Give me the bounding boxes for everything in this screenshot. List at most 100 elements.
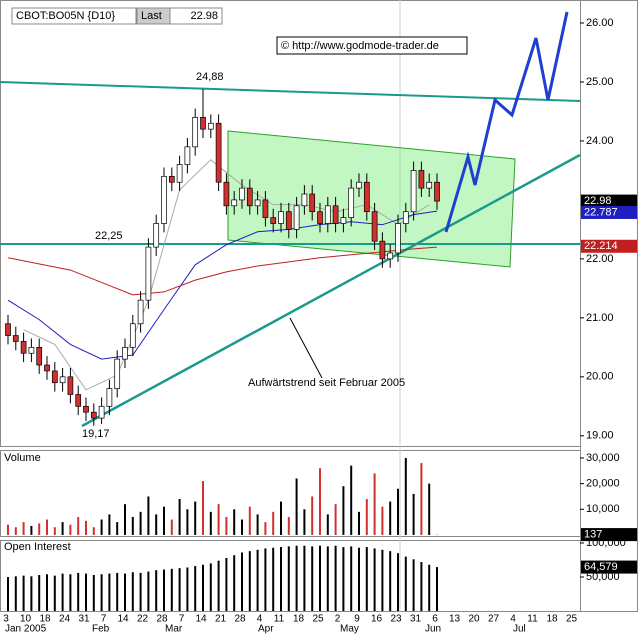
moving-average bbox=[23, 159, 430, 391]
x-tick-label: 14 bbox=[117, 614, 129, 625]
x-tick-label: 28 bbox=[156, 614, 168, 625]
bar bbox=[7, 524, 9, 535]
y-tick-label: 26.00 bbox=[586, 17, 614, 29]
x-tick-label: 9 bbox=[354, 614, 360, 625]
bar bbox=[124, 573, 126, 611]
bar bbox=[124, 504, 126, 535]
bar bbox=[69, 574, 72, 611]
candle-body bbox=[176, 164, 183, 183]
candle-body bbox=[387, 252, 394, 260]
source-box bbox=[276, 36, 468, 55]
bar bbox=[186, 567, 189, 611]
x-tick-label: 11 bbox=[274, 614, 285, 625]
bar bbox=[233, 555, 236, 611]
bar bbox=[326, 546, 329, 611]
bar bbox=[264, 548, 267, 611]
bar bbox=[326, 514, 329, 535]
bar bbox=[256, 549, 259, 611]
bar bbox=[69, 524, 72, 535]
bar bbox=[248, 506, 251, 535]
x-tick-label: 6 bbox=[432, 614, 438, 625]
candle-body bbox=[137, 299, 144, 325]
bar bbox=[85, 573, 87, 611]
bar bbox=[30, 525, 33, 535]
y-tick-label: 10,000 bbox=[586, 503, 620, 515]
candle-body bbox=[348, 187, 355, 218]
bar bbox=[77, 572, 80, 611]
axis-panel bbox=[580, 0, 638, 612]
trend-line bbox=[81, 153, 581, 428]
x-tick-label: 16 bbox=[371, 614, 383, 625]
bar bbox=[46, 519, 48, 535]
panel-title: Volume bbox=[4, 452, 41, 464]
moving-average bbox=[7, 246, 438, 296]
x-tick-label: 4 bbox=[257, 614, 263, 625]
x-tick-label: 3 bbox=[3, 614, 9, 625]
bar bbox=[342, 547, 345, 611]
bar bbox=[295, 545, 298, 611]
candle-body bbox=[293, 205, 300, 230]
x-tick-label: 10 bbox=[20, 614, 32, 625]
bar bbox=[358, 547, 360, 611]
bar bbox=[241, 519, 243, 535]
bar bbox=[14, 576, 17, 611]
candle-body bbox=[114, 358, 121, 389]
bar bbox=[139, 572, 142, 611]
bar bbox=[350, 465, 353, 535]
last-label: Last bbox=[141, 10, 162, 22]
candle-body bbox=[129, 323, 136, 348]
annotation: Aufwärtstrend seit Februar 2005 bbox=[248, 377, 405, 389]
candle-body bbox=[106, 388, 113, 407]
month-label: Jul bbox=[513, 624, 526, 635]
bar bbox=[287, 546, 290, 611]
candle-body bbox=[90, 411, 97, 419]
y-tick-label: 24.00 bbox=[586, 135, 614, 147]
candle-body bbox=[168, 175, 175, 183]
candle-body bbox=[231, 199, 238, 207]
bar bbox=[295, 478, 298, 535]
volume-panel bbox=[0, 450, 581, 537]
candle-body bbox=[309, 193, 316, 213]
bar bbox=[217, 560, 220, 611]
bar bbox=[389, 551, 392, 611]
value-box bbox=[581, 194, 637, 208]
y-tick-label: 30,000 bbox=[586, 452, 620, 464]
panel-title: Open Interest bbox=[4, 541, 71, 553]
bar bbox=[365, 547, 368, 611]
month-label: Mar bbox=[165, 624, 183, 635]
x-tick-label: 25 bbox=[566, 614, 578, 625]
candle-body bbox=[145, 246, 152, 301]
candle-body bbox=[12, 335, 19, 342]
bar bbox=[397, 488, 399, 535]
bar bbox=[7, 576, 9, 611]
resistance-line bbox=[0, 81, 581, 102]
candle-body bbox=[410, 170, 417, 213]
bar bbox=[311, 546, 314, 611]
bar bbox=[14, 527, 17, 535]
candle-body bbox=[402, 211, 409, 224]
channel bbox=[227, 130, 516, 268]
bar bbox=[436, 567, 438, 611]
bar bbox=[404, 556, 407, 611]
bar bbox=[116, 522, 119, 535]
month-label: Jun bbox=[425, 624, 441, 635]
candle-body bbox=[363, 181, 370, 213]
candle-body bbox=[161, 175, 167, 224]
y-tick-label: 20.00 bbox=[586, 371, 614, 383]
candle-body bbox=[215, 122, 222, 183]
bar bbox=[381, 549, 384, 611]
candle-body bbox=[356, 181, 362, 189]
candle-body bbox=[270, 217, 277, 224]
x-tick-label: 22 bbox=[137, 614, 149, 625]
bar bbox=[209, 511, 212, 535]
bar bbox=[365, 499, 368, 535]
bar bbox=[108, 573, 111, 611]
candle-body bbox=[371, 211, 378, 242]
candle-body bbox=[317, 211, 323, 224]
x-tick-label: 7 bbox=[179, 614, 185, 625]
bar bbox=[92, 527, 95, 535]
bar bbox=[61, 573, 64, 611]
bar bbox=[248, 551, 251, 611]
bar bbox=[46, 574, 48, 611]
